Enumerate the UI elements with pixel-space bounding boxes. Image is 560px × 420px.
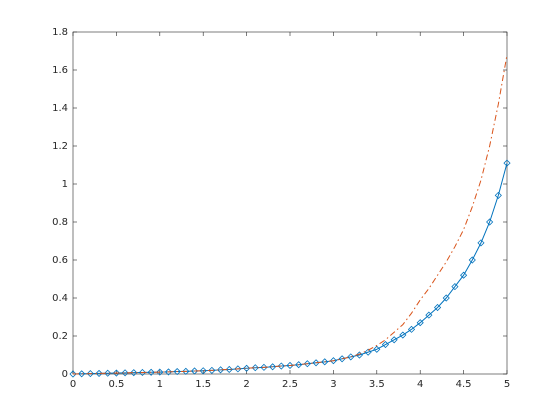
marker — [407, 325, 416, 333]
marker — [442, 294, 450, 302]
marker — [486, 218, 494, 226]
y-tick-label: 1.8 — [52, 27, 68, 38]
marker — [86, 370, 94, 378]
marker — [312, 359, 320, 367]
marker — [451, 283, 459, 291]
marker — [477, 239, 485, 247]
marker — [286, 361, 294, 370]
marker — [190, 367, 199, 375]
x-tick-label: 2 — [243, 379, 249, 390]
x-tick-label: 1 — [157, 379, 163, 390]
y-tick-label: 0 — [62, 369, 68, 380]
x-tick-label: 1.5 — [195, 379, 211, 390]
y-tick-label: 1.2 — [52, 141, 68, 152]
x-tick-label: 4 — [417, 379, 423, 390]
y-tick-label: 0.2 — [52, 331, 68, 342]
marker — [173, 367, 181, 376]
marker — [390, 336, 398, 344]
marker — [460, 271, 468, 279]
marker — [225, 365, 233, 374]
marker — [104, 369, 112, 377]
x-tick-label: 3.5 — [369, 379, 385, 390]
marker — [130, 369, 138, 377]
plot-box — [72, 31, 508, 375]
marker — [147, 368, 155, 376]
marker — [373, 345, 381, 353]
marker — [364, 348, 372, 356]
marker — [216, 366, 225, 374]
marker — [260, 363, 268, 371]
marker — [112, 369, 120, 377]
marker — [503, 159, 511, 167]
marker — [347, 353, 355, 361]
marker — [243, 364, 251, 372]
marker — [381, 340, 390, 349]
marker — [164, 368, 173, 376]
marker — [199, 367, 207, 375]
marker — [433, 303, 442, 312]
y-tick-label: 1.4 — [52, 103, 68, 114]
marker — [303, 360, 311, 368]
marker — [468, 256, 476, 264]
marker — [329, 357, 337, 365]
marker — [399, 331, 407, 339]
x-tick-label: 5 — [504, 379, 510, 390]
marker — [138, 368, 147, 377]
marker — [355, 351, 364, 359]
marker — [182, 367, 190, 375]
marker — [321, 358, 329, 366]
marker — [338, 355, 346, 363]
y-tick-label: 0.6 — [52, 255, 68, 266]
marker — [69, 370, 77, 378]
series-line — [72, 54, 508, 375]
x-tick-label: 0.5 — [108, 379, 124, 390]
marker — [277, 362, 285, 370]
x-tick-label: 0 — [70, 379, 76, 390]
marker — [295, 361, 303, 369]
marker — [208, 366, 216, 374]
marker — [78, 370, 86, 378]
marker — [416, 319, 424, 327]
marker — [95, 369, 103, 377]
marker — [234, 365, 242, 373]
marker — [494, 191, 502, 199]
marker — [269, 363, 277, 371]
marker — [156, 368, 164, 376]
marker — [121, 369, 129, 377]
x-tick-label: 3 — [330, 379, 336, 390]
marker — [251, 364, 259, 372]
y-tick-label: 0.8 — [52, 217, 68, 228]
x-tick-label: 4.5 — [456, 379, 472, 390]
y-tick-label: 0.4 — [52, 293, 68, 304]
x-tick-label: 2.5 — [282, 379, 298, 390]
y-tick-label: 1 — [62, 179, 68, 190]
y-tick-label: 1.6 — [52, 65, 68, 76]
marker — [425, 311, 433, 319]
